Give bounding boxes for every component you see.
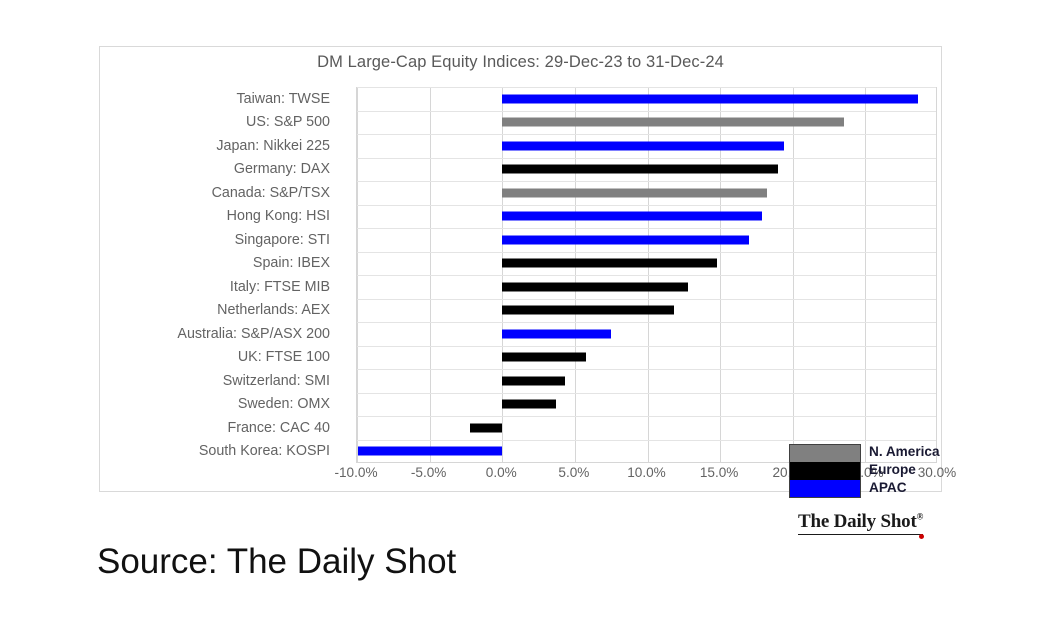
category-label: Germany: DAX <box>233 161 330 178</box>
bar <box>502 376 565 386</box>
plot-area <box>356 87 937 463</box>
legend-label-n-america: N. America <box>869 444 940 459</box>
category-label: US: S&P 500 <box>246 114 330 131</box>
daily-shot-watermark: The Daily Shot® <box>798 511 925 539</box>
bar <box>470 423 503 433</box>
legend-swatch-stack <box>789 444 861 498</box>
gridline-horizontal <box>357 87 936 88</box>
bar <box>502 329 612 339</box>
gridline-horizontal <box>357 181 936 182</box>
gridline-horizontal <box>357 134 936 135</box>
gridline-vertical <box>430 87 431 462</box>
category-label: Hong Kong: HSI <box>226 208 330 225</box>
category-label: Italy: FTSE MIB <box>229 278 330 295</box>
gridline-horizontal <box>357 275 936 276</box>
watermark-dot-icon <box>919 534 925 539</box>
category-label: Canada: S&P/TSX <box>211 184 330 201</box>
category-label: Singapore: STI <box>234 231 330 248</box>
value-axis-tick-label: -5.0% <box>410 465 447 480</box>
legend-swatch-n-america <box>790 445 860 463</box>
legend-swatch-apac <box>790 479 860 497</box>
category-label: Netherlands: AEX <box>217 302 330 319</box>
bar <box>502 352 587 362</box>
gridline-horizontal <box>357 393 936 394</box>
legend-label-apac: APAC <box>869 480 907 495</box>
bar <box>502 164 779 174</box>
bar <box>502 188 767 198</box>
value-axis-tick-label: 15.0% <box>699 465 739 480</box>
legend-label-europe: Europe <box>869 462 916 477</box>
gridline-horizontal <box>357 369 936 370</box>
gridline-vertical <box>793 87 794 462</box>
category-label: Spain: IBEX <box>252 255 330 272</box>
gridline-horizontal <box>357 346 936 347</box>
value-axis-tick-label: 0.0% <box>485 465 517 480</box>
source-caption: Source: The Daily Shot <box>97 542 457 581</box>
legend: N. America Europe APAC <box>789 444 964 506</box>
bar <box>502 141 785 151</box>
gridline-vertical <box>575 87 576 462</box>
gridline-vertical <box>648 87 649 462</box>
plot-wrapper: Taiwan: TWSE US: S&P 500 Japan: Nikkei 225… <box>100 87 956 539</box>
category-axis-labels: Taiwan: TWSE US: S&P 500 Japan: Nikkei 225… <box>100 87 340 463</box>
category-label: Taiwan: TWSE <box>236 90 331 107</box>
category-label: Japan: Nikkei 225 <box>216 137 330 154</box>
gridline-horizontal <box>357 322 936 323</box>
gridline-vertical <box>502 87 503 462</box>
gridline-horizontal <box>357 416 936 417</box>
bar <box>502 282 689 292</box>
category-label: France: CAC 40 <box>227 419 330 436</box>
category-label: South Korea: KOSPI <box>198 443 330 460</box>
gridline-vertical <box>865 87 866 462</box>
bar <box>358 446 503 456</box>
value-axis-tick-label: 10.0% <box>627 465 666 480</box>
bar <box>502 235 750 245</box>
chart-title: DM Large-Cap Equity Indices: 29-Dec-23 t… <box>317 53 724 71</box>
category-label: UK: FTSE 100 <box>237 349 330 366</box>
gridline-horizontal <box>357 440 936 441</box>
value-axis-tick-label: 30.0% <box>917 465 957 480</box>
gridline-vertical <box>357 87 358 462</box>
bar <box>502 305 674 315</box>
gridline-horizontal <box>357 205 936 206</box>
bar <box>502 117 844 127</box>
gridline-vertical <box>720 87 721 462</box>
legend-swatch-europe <box>790 462 860 480</box>
category-label: Sweden: OMX <box>237 396 330 413</box>
registered-mark-icon: ® <box>916 511 924 522</box>
gridline-horizontal <box>357 299 936 300</box>
bar <box>502 399 556 409</box>
watermark-text: The Daily Shot <box>798 511 917 532</box>
value-axis-tick-label: -10.0% <box>334 465 378 480</box>
bar <box>502 258 718 268</box>
value-axis-tick-label: 5.0% <box>558 465 590 480</box>
chart-panel: DM Large-Cap Equity Indices: 29-Dec-23 t… <box>99 46 956 539</box>
gridline-horizontal <box>357 111 936 112</box>
gridline-horizontal <box>357 252 936 253</box>
category-label: Australia: S&P/ASX 200 <box>177 325 330 342</box>
bar <box>502 94 918 104</box>
gridline-horizontal <box>357 228 936 229</box>
bar <box>502 211 763 221</box>
category-label: Switzerland: SMI <box>222 372 330 389</box>
gridline-horizontal <box>357 158 936 159</box>
